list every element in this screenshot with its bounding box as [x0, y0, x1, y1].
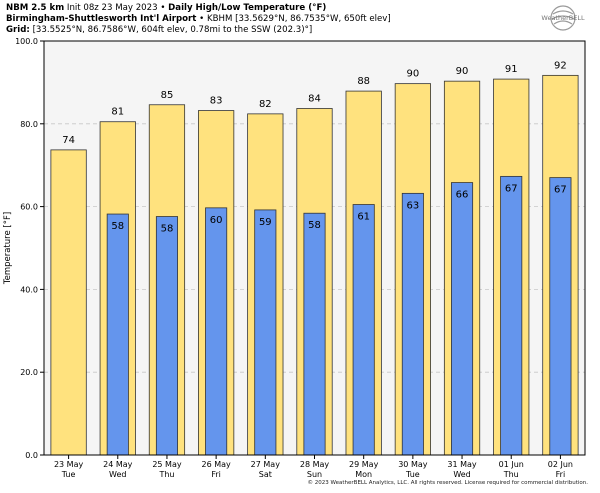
y-tick-label: 60.0	[20, 203, 38, 212]
low-temp-label: 58	[111, 221, 124, 232]
chart-title-line: NBM 2.5 km Init 08z 23 May 2023 • Daily …	[6, 3, 326, 14]
low-temp-bar	[352, 204, 375, 456]
y-axis-label: Temperature [°F]	[3, 212, 13, 285]
high-temp-label: 88	[357, 76, 370, 87]
low-temp-label: 63	[406, 200, 419, 211]
low-temp-bar	[254, 209, 277, 456]
high-temp-label: 84	[308, 93, 321, 104]
x-tick-label-day: Sun	[307, 470, 322, 479]
low-temp-bar	[500, 175, 523, 456]
x-tick-label-date: 23 May	[54, 460, 84, 469]
low-temp-label: 61	[357, 212, 370, 223]
x-tick-label-date: 26 May	[202, 460, 232, 469]
y-tick-label: 80.0	[20, 120, 38, 129]
x-tick-label-day: Tue	[61, 470, 76, 479]
grid-line: Grid: [33.5525°N, 86.7586°W, 604ft elev,…	[6, 25, 312, 36]
product-name: Daily High/Low Temperature (°F)	[168, 3, 327, 13]
low-temp-bar	[303, 212, 326, 456]
y-tick-label: 20.0	[20, 368, 38, 377]
logo-text: WeatherBELL	[541, 14, 585, 22]
x-tick-label-date: 25 May	[152, 460, 182, 469]
separator: •	[160, 3, 166, 13]
copyright-footer: © 2023 WeatherBELL Analytics, LLC. All r…	[307, 480, 588, 486]
x-tick-label-date: 28 May	[300, 460, 330, 469]
low-temp-label: 60	[210, 215, 223, 226]
high-temp-label: 81	[111, 107, 124, 118]
low-temp-label: 58	[161, 224, 174, 235]
station-meta: KBHM [33.5629°N, 86.7535°W, 650ft elev]	[206, 14, 391, 24]
x-tick-label-day: Mon	[355, 470, 372, 479]
low-temp-label: 67	[505, 183, 518, 194]
high-temp-bar	[50, 149, 87, 456]
low-temp-bar	[106, 213, 129, 456]
plot-frame	[43, 40, 586, 456]
station-name: Birmingham-Shuttlesworth Int'l Airport	[6, 14, 197, 24]
x-tick-label-day: Fri	[211, 470, 221, 479]
high-temp-label: 85	[161, 90, 174, 101]
high-temp-label: 74	[62, 135, 75, 146]
x-tick-label-date: 01 Jun	[499, 460, 524, 469]
x-tick-label-date: 02 Jun	[548, 460, 573, 469]
high-temp-label: 90	[406, 69, 419, 80]
high-temp-label: 82	[259, 99, 272, 110]
model-name: NBM 2.5 km	[6, 3, 65, 13]
high-temp-label: 92	[554, 60, 567, 71]
high-temp-label: 91	[505, 64, 518, 75]
x-tick-label-day: Thu	[158, 470, 174, 479]
low-temp-label: 59	[259, 217, 272, 228]
low-temp-bar	[451, 182, 474, 456]
x-tick-label-date: 27 May	[251, 460, 281, 469]
x-tick-label-day: Thu	[503, 470, 519, 479]
grid-meta: [33.5525°N, 86.7586°W, 604ft elev, 0.78m…	[32, 25, 313, 35]
x-tick-label-day: Sat	[259, 470, 272, 479]
low-temp-bar	[155, 216, 178, 456]
x-tick-label-date: 31 May	[447, 460, 477, 469]
y-tick-label: 100.0	[15, 37, 38, 46]
low-temp-bar	[549, 177, 572, 456]
x-tick-label-day: Fri	[556, 470, 566, 479]
high-temp-label: 90	[456, 66, 469, 77]
low-temp-bar	[205, 207, 228, 456]
station-line: Birmingham-Shuttlesworth Int'l Airport •…	[6, 14, 391, 25]
y-tick-label: 0.0	[25, 451, 38, 460]
low-temp-label: 58	[308, 220, 321, 231]
init-time: Init 08z 23 May 2023	[66, 3, 158, 13]
separator: •	[199, 14, 205, 24]
high-temp-label: 83	[210, 96, 223, 107]
x-tick-label-date: 30 May	[398, 460, 428, 469]
globe-swirl-icon	[550, 5, 576, 31]
grid-label: Grid:	[6, 25, 30, 35]
x-tick-label-date: 29 May	[349, 460, 379, 469]
low-temp-label: 67	[554, 185, 567, 196]
x-tick-label-day: Tue	[405, 470, 420, 479]
low-temp-bar	[401, 192, 424, 456]
weatherbell-logo: WeatherBELL	[541, 5, 585, 31]
x-tick-label-day: Wed	[453, 470, 470, 479]
x-tick-label-day: Wed	[109, 470, 126, 479]
x-tick-label-date: 24 May	[103, 460, 133, 469]
low-temp-label: 66	[456, 190, 469, 201]
y-tick-label: 40.0	[20, 285, 38, 294]
